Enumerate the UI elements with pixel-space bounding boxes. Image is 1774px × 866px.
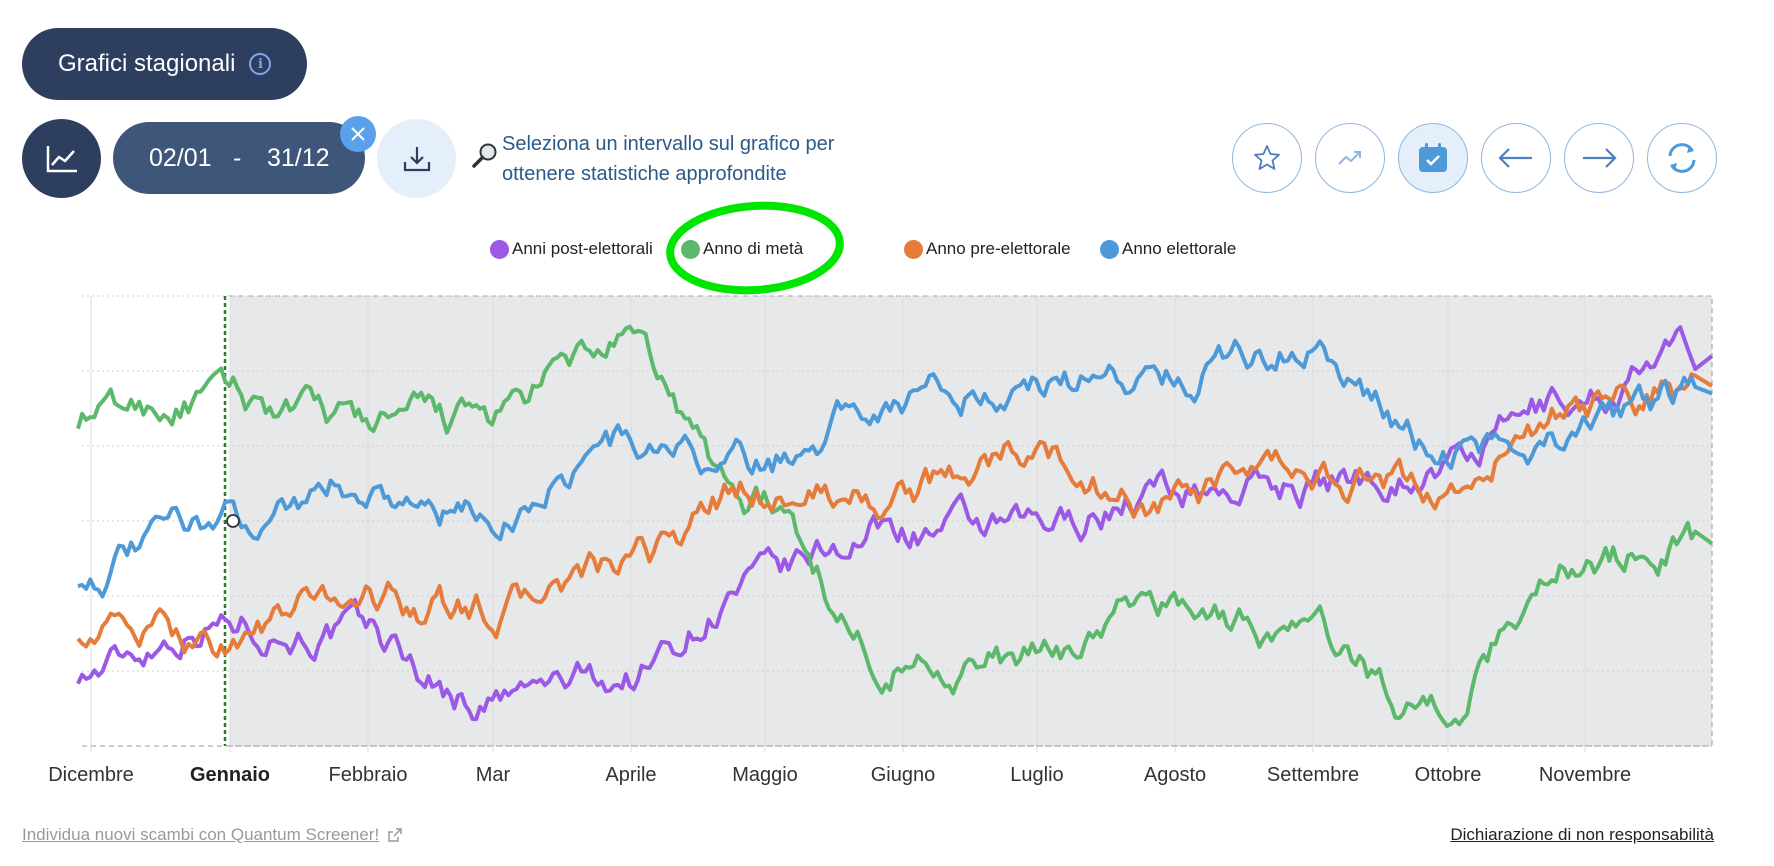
external-link-icon [388, 828, 402, 842]
arrow-right-icon [1583, 148, 1617, 168]
series-line-1[interactable] [76, 324, 1714, 728]
screener-link-label: Individua nuovi scambi con Quantum Scree… [22, 825, 380, 844]
x-tick-label: Agosto [1143, 764, 1207, 786]
star-icon [1254, 145, 1280, 170]
previous-button[interactable] [1481, 123, 1551, 193]
download-button[interactable] [377, 119, 456, 198]
x-tick-label: Ottobre [1414, 764, 1482, 786]
date-from[interactable]: 02/01 [149, 143, 212, 172]
line-chart-icon [46, 145, 77, 172]
next-button[interactable] [1564, 123, 1634, 193]
x-tick-label: Gennaio [189, 764, 270, 786]
series-line-0[interactable] [76, 325, 1714, 722]
hint-line-2: ottenere statistiche approfondite [502, 163, 787, 185]
trend-button[interactable] [1315, 123, 1385, 193]
x-tick-label: Novembre [1538, 764, 1632, 786]
chart-type-button[interactable] [22, 119, 101, 198]
selection-hint: Seleziona un intervallo sul grafico per … [470, 129, 834, 189]
legend-dot [1100, 239, 1119, 259]
x-tick-label: Febbraio [328, 764, 408, 786]
page-title[interactable]: Grafici stagionali i [22, 28, 307, 100]
legend-item-post-election[interactable]: Anni post-elettorali [490, 238, 653, 260]
calendar-button[interactable] [1398, 123, 1468, 193]
date-separator: - [233, 143, 242, 172]
x-tick-label: Luglio [1010, 764, 1064, 786]
legend-label: Anno pre-elettorale [926, 239, 1071, 258]
x-tick-label: Mar [475, 764, 511, 786]
legend-dot [681, 239, 700, 259]
legend-dot [490, 239, 509, 259]
legend-item-election[interactable]: Anno elettorale [1100, 238, 1236, 260]
page-title-label: Grafici stagionali [58, 50, 236, 77]
series-line-2[interactable] [76, 372, 1714, 659]
legend-item-midterm[interactable]: Anno di metà [681, 238, 803, 260]
screener-link[interactable]: Individua nuovi scambi con Quantum Scree… [22, 825, 403, 845]
cursor-marker [226, 514, 240, 528]
refresh-icon [1668, 143, 1696, 173]
download-icon [403, 146, 430, 171]
x-tick-label: Dicembre [48, 764, 134, 786]
x-tick-label: Aprile [605, 764, 657, 786]
highlight-annotation [666, 201, 844, 295]
series-line-3[interactable] [77, 338, 1713, 599]
close-icon [351, 127, 365, 141]
legend-dot [904, 239, 923, 259]
arrow-left-icon [1498, 148, 1532, 168]
clear-dates-button[interactable] [340, 116, 376, 152]
x-tick-label: Maggio [732, 764, 798, 786]
legend-label: Anni post-elettorali [512, 239, 653, 258]
legend-label: Anno di metà [703, 239, 804, 258]
refresh-button[interactable] [1647, 123, 1717, 193]
calendar-check-icon [1419, 143, 1447, 172]
date-to[interactable]: 31/12 [267, 143, 330, 172]
legend-label: Anno elettorale [1122, 239, 1237, 258]
legend-item-pre-election[interactable]: Anno pre-elettorale [904, 238, 1071, 260]
x-tick-label: Giugno [870, 764, 936, 786]
hint-line-1: Seleziona un intervallo sul grafico per [502, 133, 835, 155]
favorite-button[interactable] [1232, 123, 1302, 193]
info-icon[interactable]: i [249, 53, 272, 75]
date-range-picker[interactable]: 02/01 - 31/12 [113, 122, 365, 194]
x-tick-label: Settembre [1266, 764, 1360, 786]
magnifier-icon [472, 143, 497, 168]
disclaimer-link[interactable]: Dichiarazione di non responsabilità [1450, 825, 1714, 844]
trend-icon [1338, 151, 1361, 165]
